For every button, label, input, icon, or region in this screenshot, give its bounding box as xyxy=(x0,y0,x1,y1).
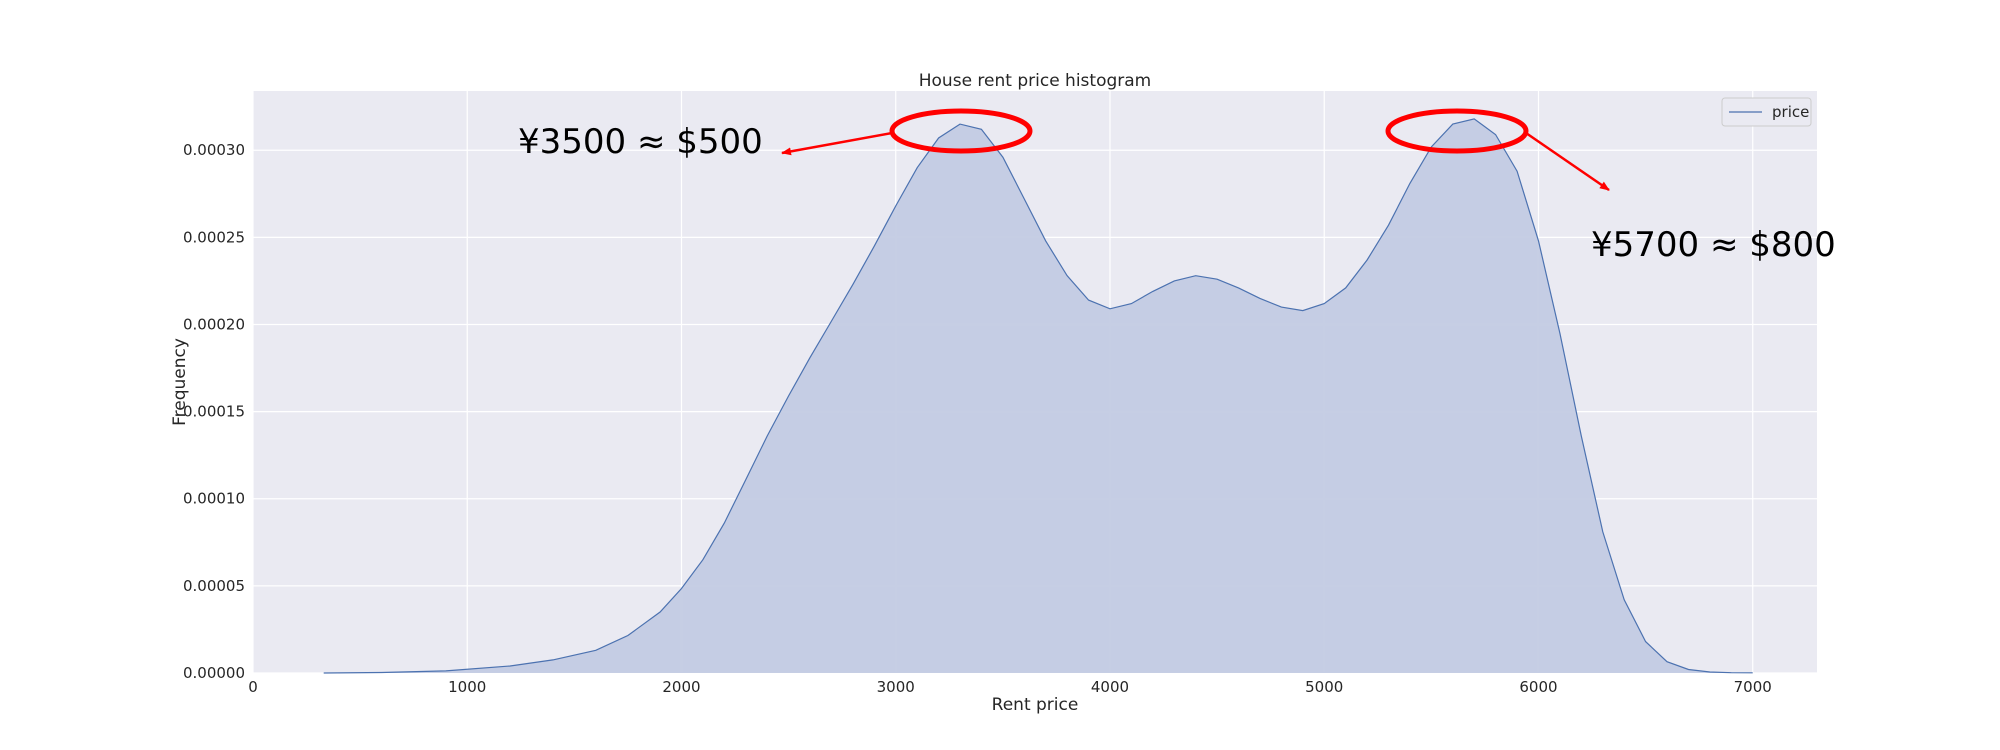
chart-title: House rent price histogram xyxy=(919,71,1152,91)
x-tick-labels: 0 1000 2000 3000 4000 5000 6000 7000 xyxy=(248,678,1772,696)
legend: price xyxy=(1721,97,1812,127)
density-area-fill xyxy=(323,118,1753,673)
x-tick-label: 5000 xyxy=(1305,678,1343,696)
x-tick-label: 2000 xyxy=(662,678,700,696)
y-tick-labels: 0.00000 0.00005 0.00010 0.00015 0.00020 0.000… xyxy=(183,141,245,682)
density-series xyxy=(323,118,1753,674)
x-tick-label: 7000 xyxy=(1734,678,1772,696)
peak-annotations: ¥3500 ≈ $500 ¥5700 ≈ $800 xyxy=(518,108,1836,265)
annotation-arrow-right xyxy=(1525,131,1610,192)
density-line-price xyxy=(323,118,1753,674)
annotation-arrow-left xyxy=(781,131,893,156)
legend-label-price: price xyxy=(1772,103,1809,121)
y-tick-label: 0.00015 xyxy=(183,403,245,421)
y-tick-label: 0.00000 xyxy=(183,664,245,682)
annotation-label-right: ¥5700 ≈ $800 xyxy=(1591,225,1836,265)
annotation-label-left: ¥3500 ≈ $500 xyxy=(518,122,763,162)
x-tick-label: 4000 xyxy=(1091,678,1129,696)
peak-highlight-ellipse-left xyxy=(889,108,1033,154)
y-axis-title: Frequency xyxy=(170,338,190,426)
x-tick-label: 3000 xyxy=(877,678,915,696)
legend-box xyxy=(1721,97,1812,127)
y-tick-label: 0.00030 xyxy=(183,141,245,159)
y-tick-label: 0.00025 xyxy=(183,228,245,246)
y-tick-label: 0.00005 xyxy=(183,577,245,595)
x-axis-title: Rent price xyxy=(992,695,1079,715)
y-tick-label: 0.00020 xyxy=(183,315,245,333)
x-tick-label: 0 xyxy=(248,678,258,696)
x-tick-label: 6000 xyxy=(1519,678,1557,696)
y-tick-label: 0.00010 xyxy=(183,490,245,508)
x-tick-label: 1000 xyxy=(448,678,486,696)
peak-highlight-ellipse-right xyxy=(1385,108,1529,154)
